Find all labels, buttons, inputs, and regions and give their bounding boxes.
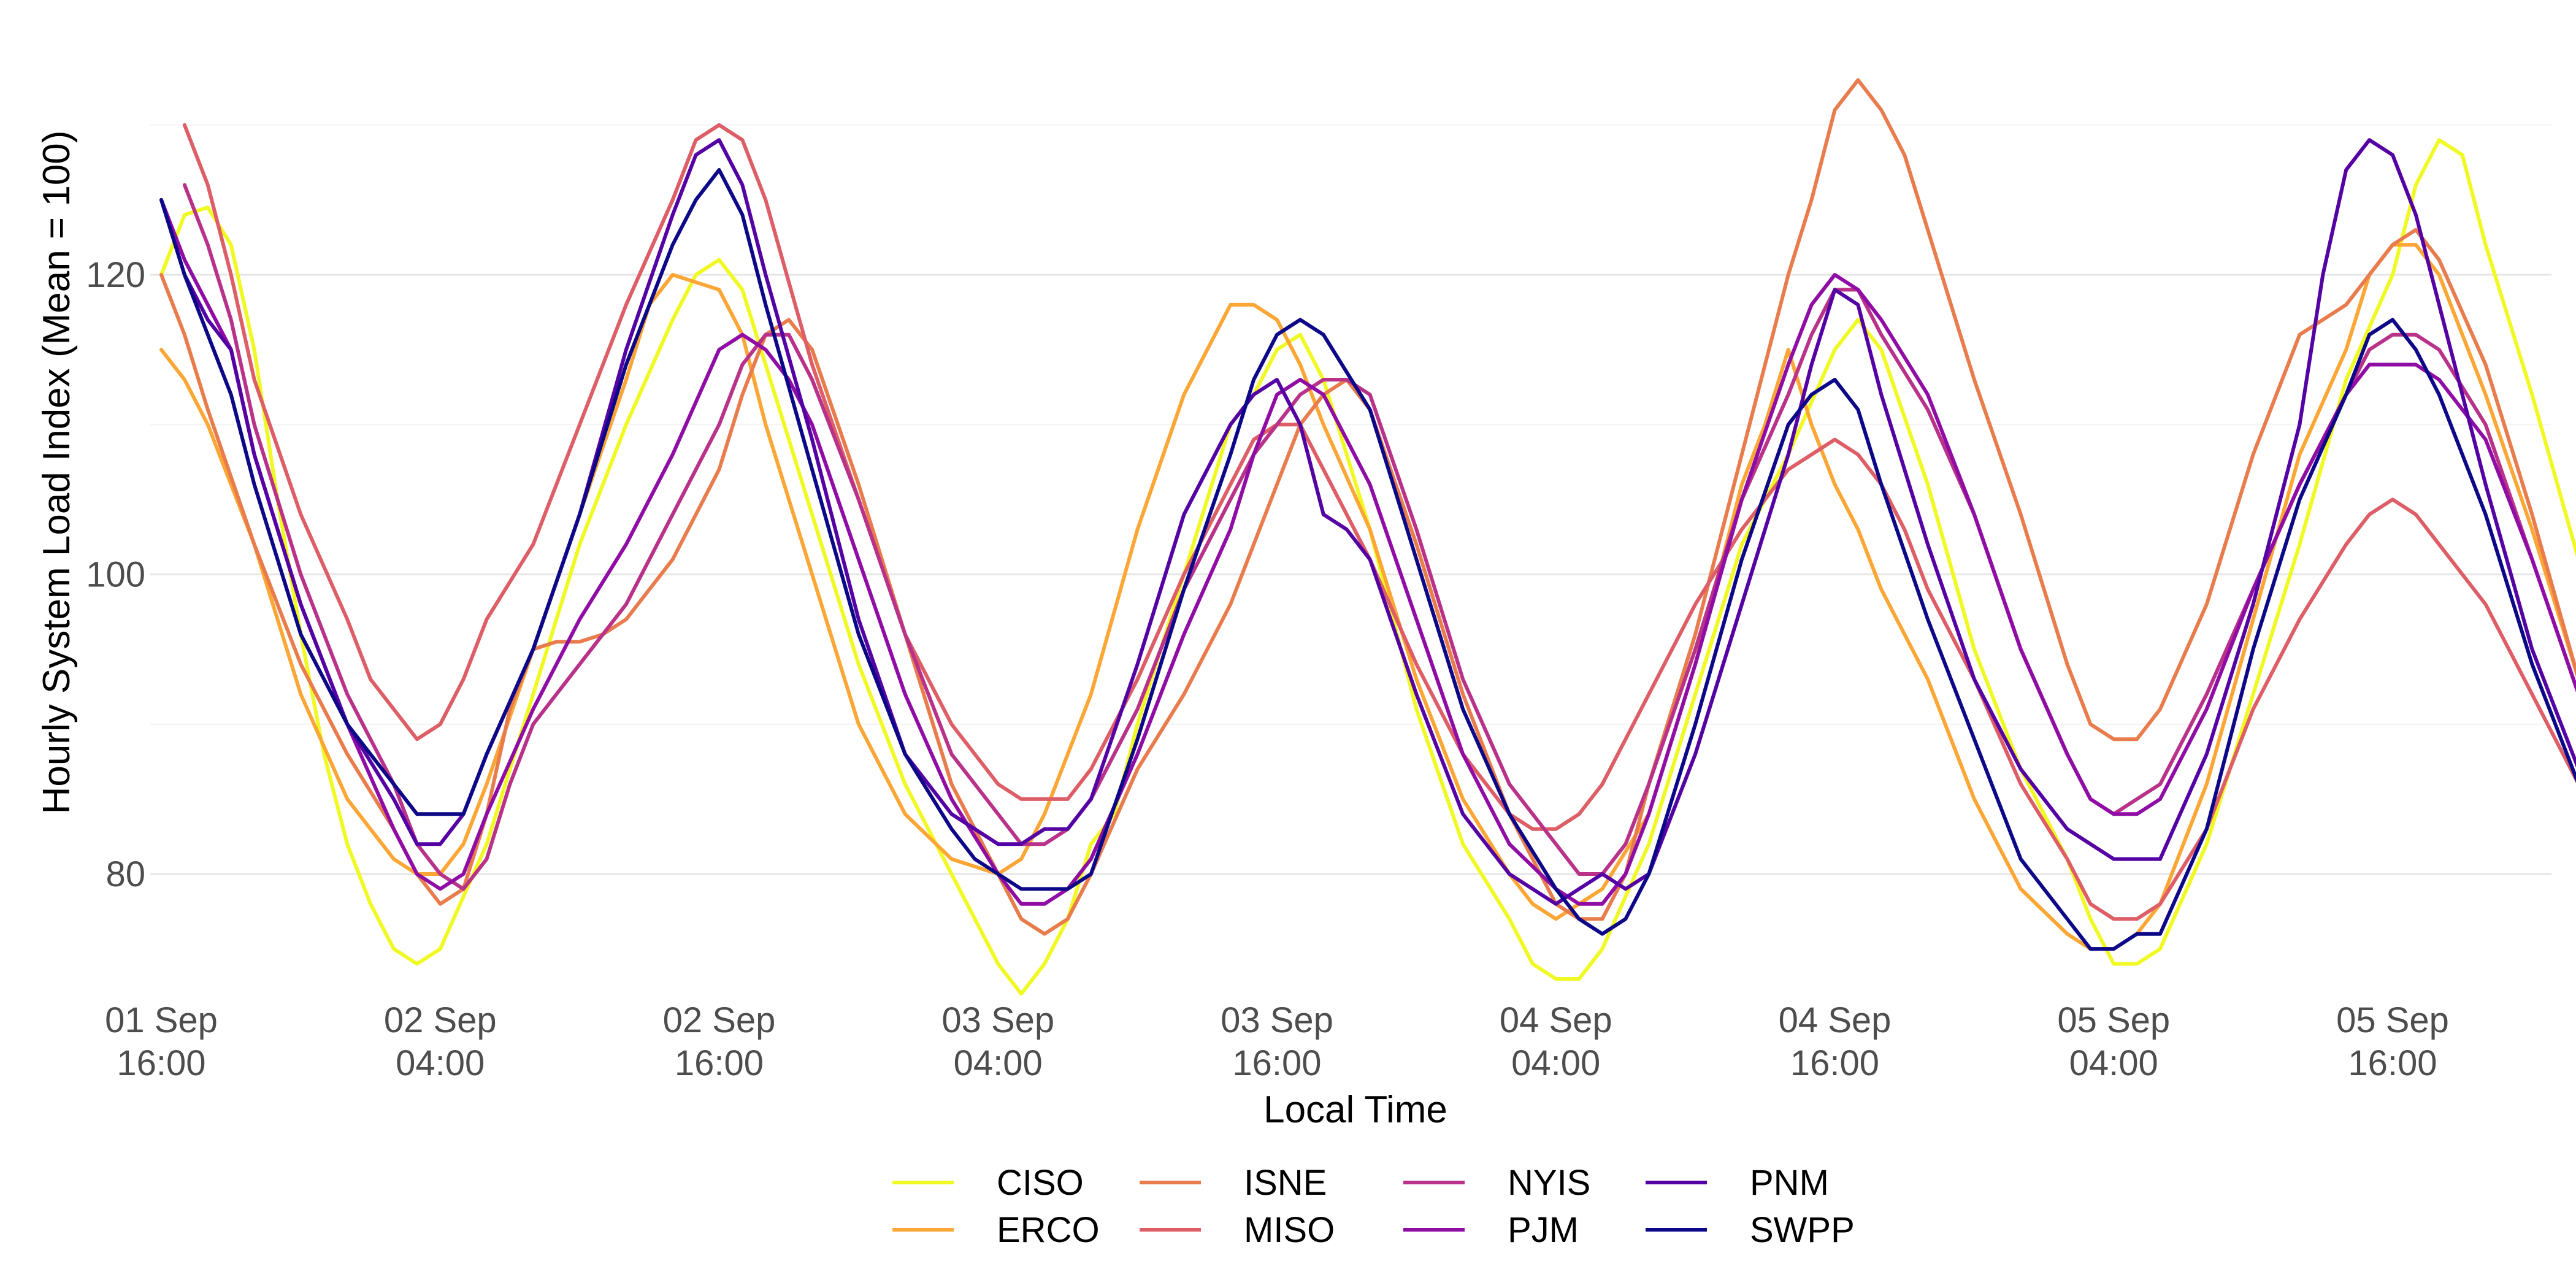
legend-item-nyis: NYIS <box>1403 1163 1590 1203</box>
legend-label: CISO <box>997 1163 1084 1203</box>
y-tick-label: 100 <box>86 555 145 595</box>
x-tick-label: 05 Sep 16:00 <box>2336 1000 2449 1083</box>
series-line-miso <box>182 123 2576 921</box>
x-tick-label: 02 Sep 04:00 <box>384 1000 497 1083</box>
y-tick-label: 120 <box>86 255 145 295</box>
x-tick-label: 04 Sep 16:00 <box>1779 1000 1892 1083</box>
legend-label: ERCO <box>997 1210 1100 1250</box>
legend-item-miso: MISO <box>1140 1210 1335 1250</box>
series-line-isne <box>159 78 2576 936</box>
y-axis-title: Hourly System Load Index (Mean = 100) <box>36 131 78 815</box>
legend-item-pjm: PJM <box>1403 1210 1579 1250</box>
legend-label: SWPP <box>1750 1210 1855 1250</box>
x-axis-ticks: 01 Sep 16:00 02 Sep 04:00 02 Sep 16:00 03 Sep 0… <box>105 1000 2449 1083</box>
legend-item-erco: ERCO <box>892 1210 1100 1250</box>
legend-label: ISNE <box>1244 1163 1327 1203</box>
legend-label: MISO <box>1244 1210 1335 1250</box>
series-line-pnm <box>159 138 2576 906</box>
x-tick-label: 04 Sep 04:00 <box>1500 1000 1612 1083</box>
x-tick-label: 03 Sep 04:00 <box>941 1000 1054 1083</box>
legend: CISO ERCO ISNE MISO NYIS PJM PNM SWPP <box>892 1163 1855 1250</box>
y-tick-label: 80 <box>105 854 145 894</box>
x-tick-label: 05 Sep 04:00 <box>2057 1000 2170 1083</box>
series-line-swpp <box>159 168 2576 951</box>
x-tick-label: 03 Sep 16:00 <box>1221 1000 1333 1083</box>
legend-item-ciso: CISO <box>892 1163 1084 1203</box>
legend-label: PNM <box>1750 1163 1829 1203</box>
x-axis-title: Local Time <box>1263 1089 1447 1131</box>
series-line-ciso <box>159 138 2576 996</box>
legend-item-pnm: PNM <box>1646 1163 1829 1203</box>
legend-item-swpp: SWPP <box>1646 1210 1855 1250</box>
series-line-pjm <box>159 197 2576 906</box>
y-axis-ticks: 80 100 120 <box>86 255 145 894</box>
x-tick-label: 01 Sep 16:00 <box>105 1000 218 1083</box>
series-lines <box>159 78 2576 996</box>
x-tick-label: 02 Sep 16:00 <box>663 1000 776 1083</box>
legend-label: NYIS <box>1508 1163 1590 1203</box>
legend-item-isne: ISNE <box>1140 1163 1327 1203</box>
grid <box>150 124 2551 875</box>
legend-label: PJM <box>1508 1210 1579 1250</box>
